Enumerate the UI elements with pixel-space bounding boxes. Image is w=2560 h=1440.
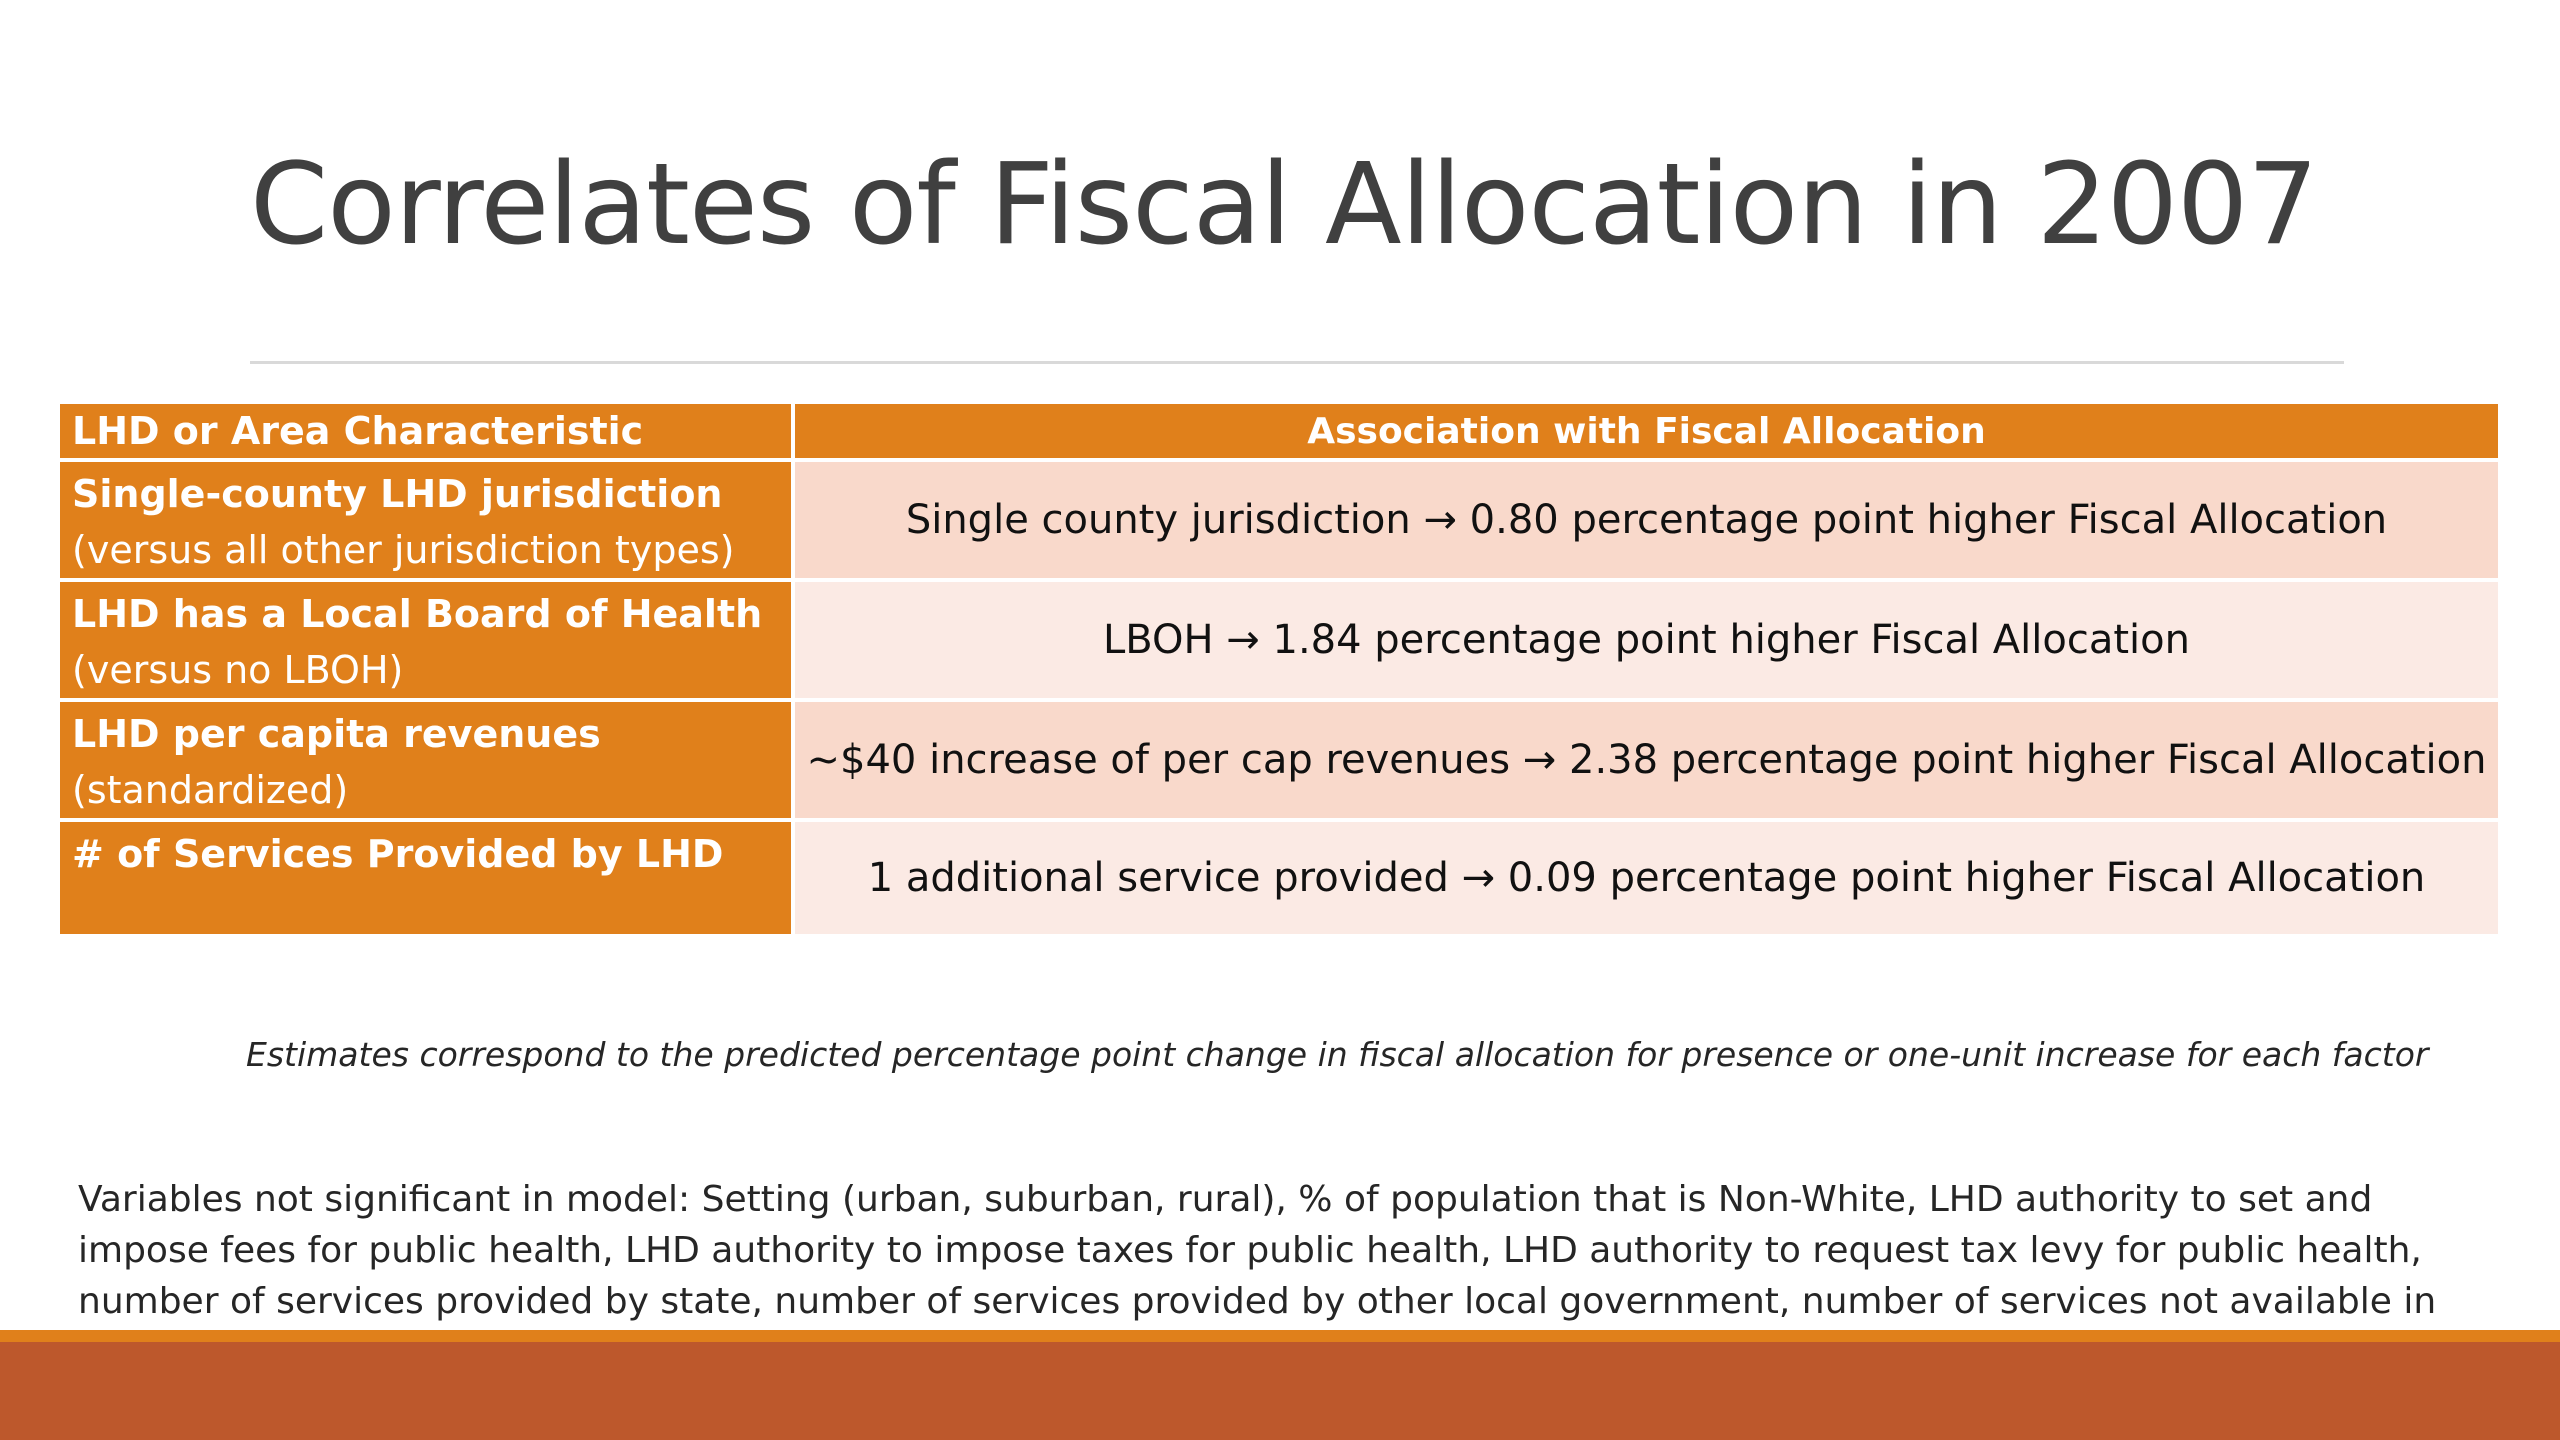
characteristic-qualifier: (versus no LBOH) <box>72 648 404 692</box>
row-association: 1 additional service provided → 0.09 per… <box>793 820 2498 938</box>
table-row: # of Services Provided by LHD 1 addition… <box>60 820 2498 938</box>
header-association: Association with Fiscal Allocation <box>793 404 2498 462</box>
table-row: LHD has a Local Board of Health (versus … <box>60 580 2498 702</box>
estimates-footnote: Estimates correspond to the predicted pe… <box>246 1035 2429 1074</box>
footer-bar <box>0 1342 2560 1440</box>
row-characteristic: Single-county LHD jurisdiction (versus a… <box>60 460 795 582</box>
characteristic-label: Single-county LHD jurisdiction <box>72 472 723 516</box>
characteristic-label: # of Services Provided by LHD <box>72 832 724 876</box>
row-characteristic: # of Services Provided by LHD <box>60 820 795 938</box>
table-row: Single-county LHD jurisdiction (versus a… <box>60 460 2498 582</box>
footer-accent-line <box>0 1330 2560 1342</box>
characteristic-qualifier: (versus all other jurisdiction types) <box>72 528 735 572</box>
slide-title: Correlates of Fiscal Allocation in 2007 <box>250 140 2319 270</box>
row-characteristic: LHD per capita revenues (standardized) <box>60 700 795 822</box>
row-association: Single county jurisdiction → 0.80 percen… <box>793 460 2498 582</box>
characteristic-label: LHD has a Local Board of Health <box>72 592 763 636</box>
correlates-table: LHD or Area Characteristic Association w… <box>60 404 2498 938</box>
header-characteristic: LHD or Area Characteristic <box>60 404 795 462</box>
title-divider <box>250 361 2344 364</box>
row-association: LBOH → 1.84 percentage point higher Fisc… <box>793 580 2498 702</box>
table-header-row: LHD or Area Characteristic Association w… <box>60 404 2498 462</box>
row-association: ~$40 increase of per cap revenues → 2.38… <box>793 700 2498 822</box>
table-row: LHD per capita revenues (standardized) ~… <box>60 700 2498 822</box>
row-characteristic: LHD has a Local Board of Health (versus … <box>60 580 795 702</box>
characteristic-label: LHD per capita revenues <box>72 712 601 756</box>
characteristic-qualifier: (standardized) <box>72 768 349 812</box>
